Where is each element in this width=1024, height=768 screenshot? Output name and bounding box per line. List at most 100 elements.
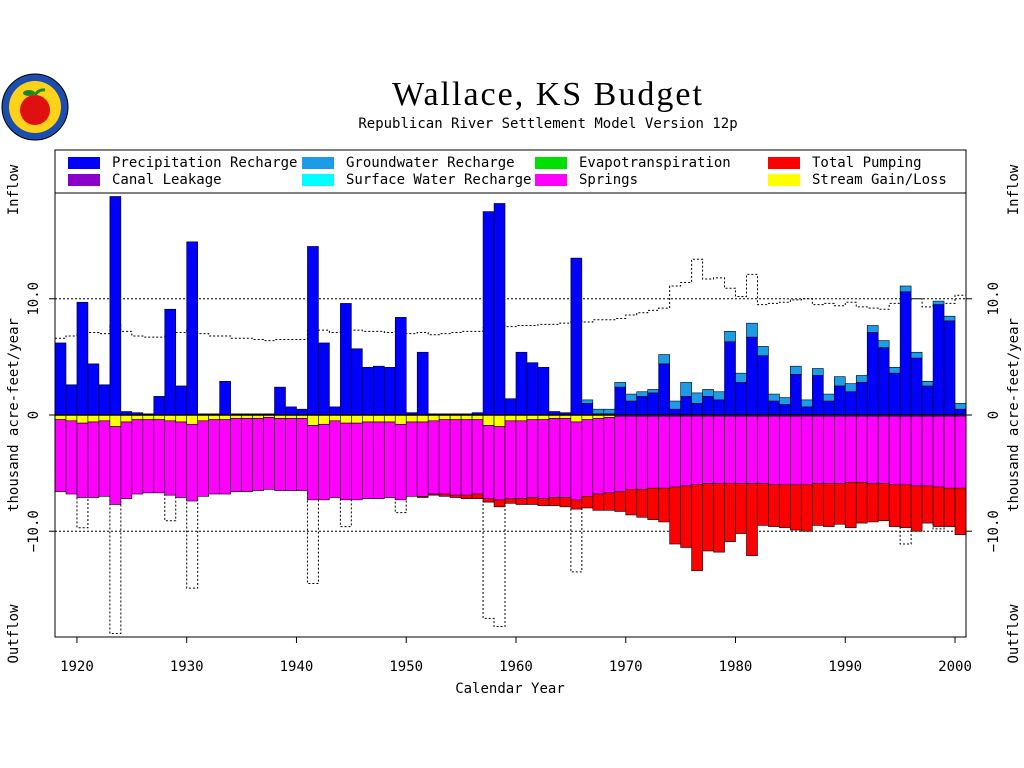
bar-segment [274, 386, 286, 416]
bar-segment [943, 415, 956, 489]
y-tick-label: −10.0 [986, 510, 1002, 552]
bar-segment [636, 489, 648, 518]
bar-segment [570, 499, 583, 510]
bar-segment [833, 483, 846, 525]
bar-segment [768, 400, 780, 416]
legend-swatch [768, 174, 800, 186]
bar-segment [812, 375, 824, 416]
legend-label: Evapotranspiration [579, 155, 731, 171]
bar-segment [504, 414, 517, 422]
bar-segment [482, 211, 495, 416]
bar-segment [362, 421, 374, 499]
bar-segment [592, 418, 605, 495]
bar-segment [471, 419, 484, 495]
bar-segment [910, 357, 923, 416]
bar-segment [175, 385, 188, 416]
bar-segment [833, 415, 846, 484]
bar-segment [76, 422, 89, 498]
legend-swatch [302, 174, 334, 186]
bar-segment [438, 419, 451, 495]
bar-segment [153, 419, 166, 494]
bar-segment [823, 393, 835, 402]
bar-segment [548, 497, 561, 506]
x-axis-label: Calendar Year [455, 681, 565, 697]
bar-segment [680, 415, 692, 487]
bar-segment [625, 415, 638, 490]
legend-swatch [68, 174, 100, 186]
bar-segment [460, 494, 473, 499]
bar-segment [383, 367, 396, 416]
bar-segment [329, 420, 341, 498]
bar-segment [581, 399, 594, 404]
bar-segment [351, 414, 363, 424]
bar-segment [109, 414, 122, 427]
bar-segment [614, 491, 627, 512]
bar-segment [691, 392, 703, 404]
bar-segment [757, 346, 769, 357]
bar-segment [219, 419, 231, 495]
bar-segment [537, 419, 550, 499]
bar-segment [394, 423, 407, 501]
bar-segment [746, 483, 758, 556]
bar-segment [164, 308, 177, 416]
bar-segment [373, 421, 385, 499]
bar-segment [373, 365, 385, 416]
bar-segment [416, 351, 429, 416]
bar-segment [87, 414, 100, 423]
bar-segment [888, 367, 901, 374]
bar-segment [954, 415, 967, 489]
bar-segment [65, 414, 78, 422]
bar-segment [65, 384, 78, 416]
bar-segment [307, 414, 319, 426]
bar-segment [647, 415, 659, 489]
bar-segment [351, 422, 363, 501]
bar-segment [570, 257, 583, 416]
bar-segment [120, 414, 133, 423]
bar-segment [537, 498, 550, 506]
bar-segment [76, 414, 89, 424]
bar-segment [438, 493, 451, 497]
bar-segment [669, 408, 681, 416]
bar-segment [515, 414, 528, 422]
bar-segment [658, 487, 670, 523]
bar-segment [899, 285, 912, 293]
y-tick-label: 10.0 [986, 282, 1002, 316]
bar-segment [131, 419, 144, 495]
bar-segment [208, 419, 220, 495]
bar-segment [98, 414, 111, 422]
bar-segment [296, 408, 308, 416]
bar-segment [790, 374, 802, 416]
bar-segment [932, 486, 945, 527]
bar-segment [109, 196, 122, 416]
bar-segment [669, 415, 681, 488]
bar-segment [669, 400, 681, 410]
bar-segment [625, 489, 638, 516]
bar-segment [592, 408, 605, 415]
bar-segment [932, 300, 945, 305]
bar-segment [197, 414, 209, 422]
bar-segment [658, 415, 670, 489]
bar-segment [581, 496, 594, 509]
bar-segment [757, 355, 769, 416]
bar-segment [713, 399, 725, 416]
bar-segment [768, 484, 780, 527]
legend-label: Precipitation Recharge [112, 155, 297, 171]
bar-segment [603, 408, 616, 415]
bar-segment [636, 415, 648, 490]
bar-segment [449, 419, 462, 496]
bar-segment [823, 415, 835, 484]
bar-segment [779, 404, 791, 416]
bar-segment [307, 246, 319, 416]
bar-segment [98, 384, 111, 416]
bar-segment [636, 391, 648, 397]
bar-segment [54, 342, 67, 416]
bar-segment [724, 331, 736, 343]
logo [1, 73, 69, 141]
bar-segment [855, 382, 868, 416]
bar-segment [768, 415, 780, 486]
outflow-label: Outflow [1006, 604, 1022, 664]
bar-segment [526, 497, 539, 505]
bar-segment [581, 419, 594, 497]
bar-segment [394, 317, 407, 416]
